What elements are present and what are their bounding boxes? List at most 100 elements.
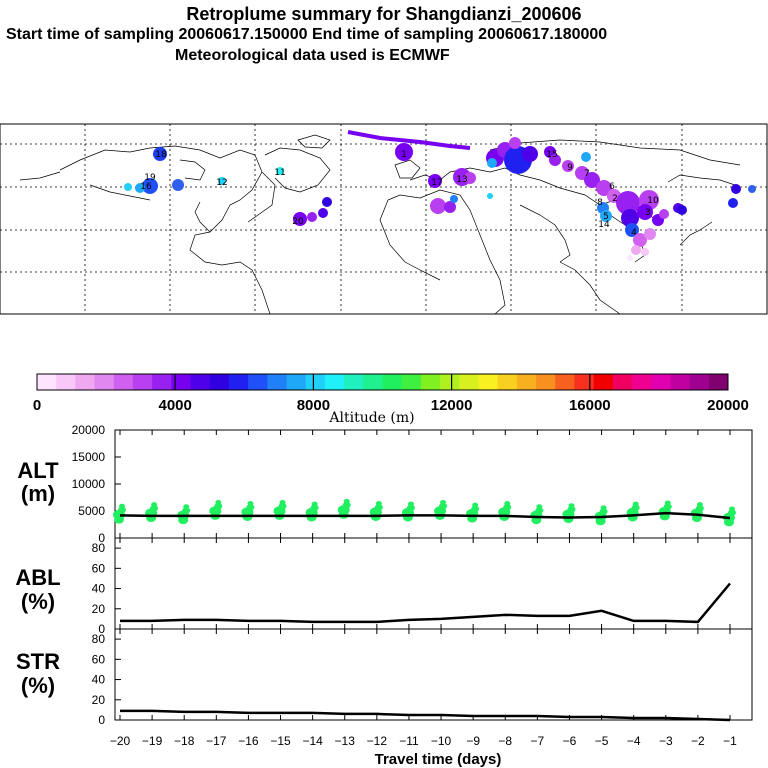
cluster-day-label: 16 — [140, 182, 152, 192]
cluster-blob — [522, 146, 538, 162]
abl-panel-unit: (%) — [21, 589, 55, 614]
cluster-blob — [464, 172, 476, 184]
x-tick-label: −2 — [691, 734, 705, 748]
alt-ytick-label: 20000 — [72, 423, 106, 437]
alt-dot — [599, 508, 608, 515]
alt-dot — [407, 501, 414, 507]
alt-panel-unit: (m) — [21, 481, 55, 506]
alt-dot — [246, 504, 255, 511]
alt-dot — [632, 501, 639, 507]
alt-dot — [535, 507, 544, 514]
alt-dot — [114, 515, 124, 524]
abl-panel-label: ABL — [15, 565, 60, 590]
cluster-blob — [637, 204, 653, 220]
chart-title: Retroplume summary for Shangdianzi_20060… — [186, 4, 582, 24]
cluster-blob — [444, 201, 456, 213]
cluster-day-label: 17 — [431, 178, 442, 188]
cluster-blob — [142, 178, 158, 194]
colorbar-cell — [612, 374, 633, 390]
alt-dot — [247, 501, 254, 506]
cluster-day-label: 15 — [546, 150, 557, 160]
str-ytick-label: 0 — [98, 713, 105, 727]
cluster-day-label: 11 — [274, 168, 285, 178]
sampling-window: Start time of sampling 20060617.150000 E… — [6, 26, 608, 43]
colorbar-cell — [171, 374, 192, 390]
colorbar-cell — [401, 374, 422, 390]
alt-panel-label: ALT — [17, 458, 59, 483]
alt-dot — [310, 504, 319, 511]
colorbar-cell — [248, 374, 268, 390]
alt-dot — [600, 505, 607, 511]
colorbar-tick-label: 4000 — [159, 397, 192, 414]
alt-dot — [503, 504, 512, 511]
alt-dot — [536, 504, 543, 510]
str-panel-label: STR — [16, 649, 60, 674]
x-tick-label: −17 — [206, 734, 227, 748]
str-ytick-label: 80 — [92, 632, 106, 646]
alt-dot — [631, 504, 640, 511]
colorbar-title: Altitude (m) — [328, 410, 414, 426]
alt-dot — [343, 498, 350, 504]
alt-dot — [214, 502, 223, 510]
abl-ytick-label: 60 — [92, 561, 106, 575]
x-tick-label: −3 — [659, 734, 673, 748]
alt-ytick-label: 5000 — [78, 504, 105, 518]
cluster-blob — [509, 137, 521, 149]
alt-dot — [729, 506, 735, 512]
alt-dot — [375, 501, 382, 506]
colorbar-cell — [190, 374, 211, 390]
colorbar-tick-label: 16000 — [569, 397, 611, 414]
cluster-blob — [600, 210, 612, 222]
cluster-blob — [153, 147, 167, 161]
cluster-day-label: 14 — [598, 220, 610, 230]
alt-dot — [440, 499, 447, 505]
colorbar-tick-label: 20000 — [707, 397, 749, 414]
alt-dot — [150, 505, 159, 512]
alt-ytick-label: 15000 — [72, 450, 106, 464]
cluster-blob — [218, 177, 226, 185]
cluster-blob — [428, 174, 442, 188]
alt-dot — [119, 503, 125, 509]
met-data-note: Meteorological data used is ECMWF — [175, 47, 450, 64]
str-ytick-label: 20 — [92, 693, 106, 707]
alt-dot — [567, 506, 576, 513]
alt-dot — [472, 502, 479, 508]
x-tick-label: −9 — [466, 734, 480, 748]
x-tick-label: −7 — [531, 734, 545, 748]
cluster-blob — [487, 193, 493, 199]
colorbar-cell — [267, 374, 288, 390]
colorbar-tick-label: 0 — [33, 397, 41, 414]
cluster-day-label: 2 — [612, 194, 618, 204]
cluster-blob — [621, 209, 639, 227]
alt-series-line — [119, 511, 731, 520]
colorbar-cell — [344, 374, 364, 390]
alt-dot — [471, 505, 480, 513]
x-tick-label: −4 — [627, 734, 641, 748]
cluster-blob — [430, 198, 446, 214]
alt-dot — [182, 507, 191, 514]
colorbar-cell — [708, 374, 729, 390]
colorbar-cell — [152, 374, 172, 390]
colorbar-cell — [497, 374, 518, 390]
cluster-blob — [307, 212, 317, 222]
cluster-blob — [641, 248, 649, 256]
abl-ytick-label: 0 — [98, 622, 105, 636]
alt-dot — [695, 505, 704, 512]
colorbar-cell — [305, 374, 326, 390]
str-series-line — [120, 709, 731, 722]
alt-dot — [406, 504, 415, 511]
cluster-blob — [395, 143, 413, 161]
alt-dot — [724, 518, 734, 527]
colorbar-tick-label: 8000 — [297, 397, 330, 414]
cluster-blob — [135, 183, 145, 193]
alt-cluster-dots — [113, 498, 736, 527]
cluster-blob — [487, 158, 497, 168]
cluster-blob — [293, 212, 307, 226]
colorbar-cell — [420, 374, 441, 390]
alt-dot — [595, 517, 606, 526]
x-tick-label: −18 — [174, 734, 195, 748]
cluster-day-label: 8 — [597, 198, 603, 208]
alt-dot — [178, 516, 189, 525]
